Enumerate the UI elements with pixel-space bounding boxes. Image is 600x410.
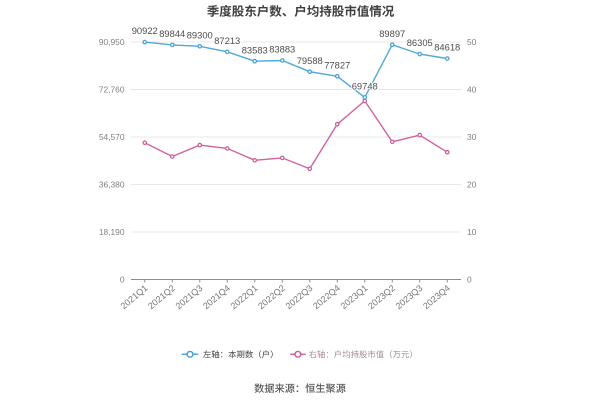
- svg-text:0: 0: [120, 274, 125, 284]
- svg-text:87213: 87213: [214, 35, 240, 46]
- svg-text:10: 10: [467, 227, 477, 237]
- svg-text:0: 0: [467, 274, 472, 284]
- svg-text:54,570: 54,570: [99, 132, 125, 142]
- svg-text:20: 20: [467, 179, 477, 189]
- svg-text:86305: 86305: [407, 37, 433, 48]
- svg-text:72,760: 72,760: [99, 84, 125, 94]
- svg-text:89844: 89844: [159, 28, 185, 39]
- svg-text:30: 30: [467, 132, 477, 142]
- svg-text:90922: 90922: [132, 25, 158, 36]
- svg-text:50: 50: [467, 37, 477, 47]
- svg-text:79588: 79588: [297, 55, 323, 66]
- svg-text:83883: 83883: [269, 44, 295, 55]
- svg-text:90,950: 90,950: [99, 37, 125, 47]
- svg-text:89300: 89300: [187, 29, 213, 40]
- svg-text:83583: 83583: [242, 44, 268, 55]
- svg-text:40: 40: [467, 84, 477, 94]
- svg-text:36,380: 36,380: [99, 179, 125, 189]
- svg-text:89897: 89897: [379, 28, 405, 39]
- svg-text:77827: 77827: [324, 59, 350, 70]
- svg-text:84618: 84618: [434, 42, 460, 53]
- svg-text:69748: 69748: [352, 81, 378, 92]
- svg-text:18,190: 18,190: [99, 227, 125, 237]
